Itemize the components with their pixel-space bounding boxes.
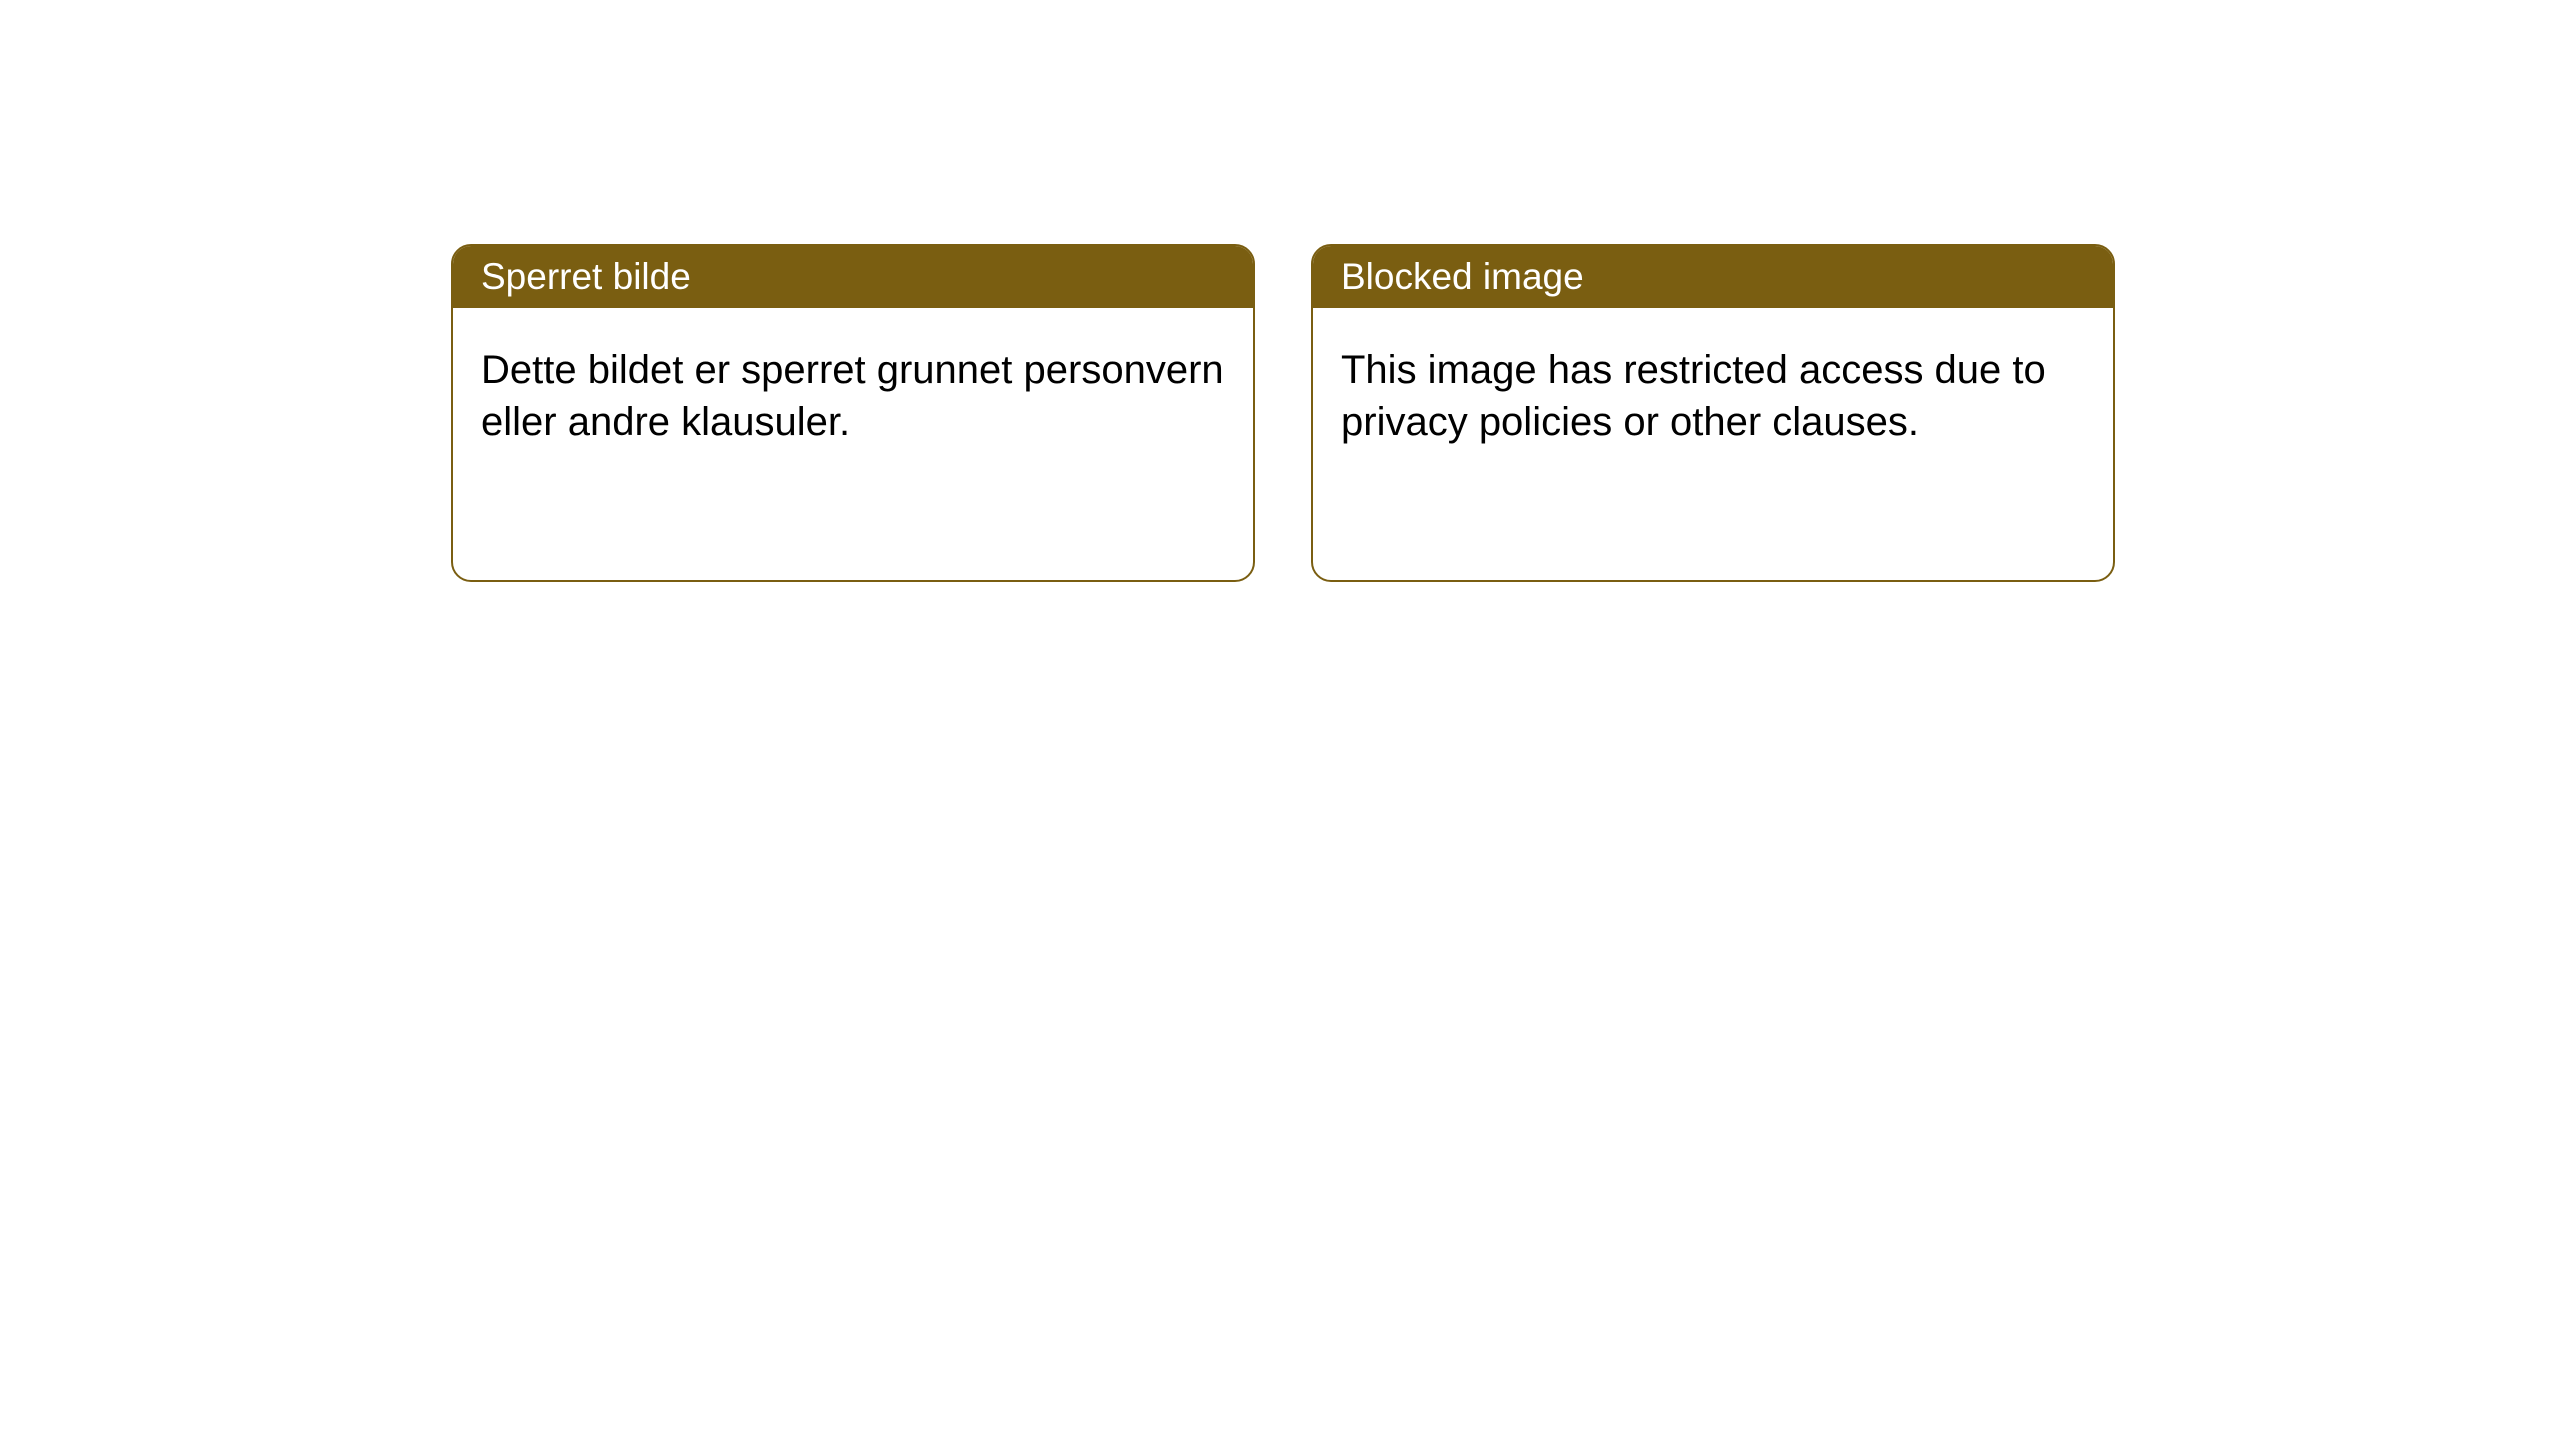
notice-card-norwegian: Sperret bilde Dette bildet er sperret gr… bbox=[451, 244, 1255, 582]
card-title: Blocked image bbox=[1341, 256, 1584, 297]
notice-card-english: Blocked image This image has restricted … bbox=[1311, 244, 2115, 582]
notice-cards-row: Sperret bilde Dette bildet er sperret gr… bbox=[451, 244, 2115, 582]
card-header: Blocked image bbox=[1313, 246, 2113, 308]
card-body-text: This image has restricted access due to … bbox=[1341, 348, 2046, 444]
card-body-text: Dette bildet er sperret grunnet personve… bbox=[481, 348, 1224, 444]
card-body: This image has restricted access due to … bbox=[1313, 308, 2113, 484]
card-header: Sperret bilde bbox=[453, 246, 1253, 308]
card-title: Sperret bilde bbox=[481, 256, 691, 297]
card-body: Dette bildet er sperret grunnet personve… bbox=[453, 308, 1253, 484]
